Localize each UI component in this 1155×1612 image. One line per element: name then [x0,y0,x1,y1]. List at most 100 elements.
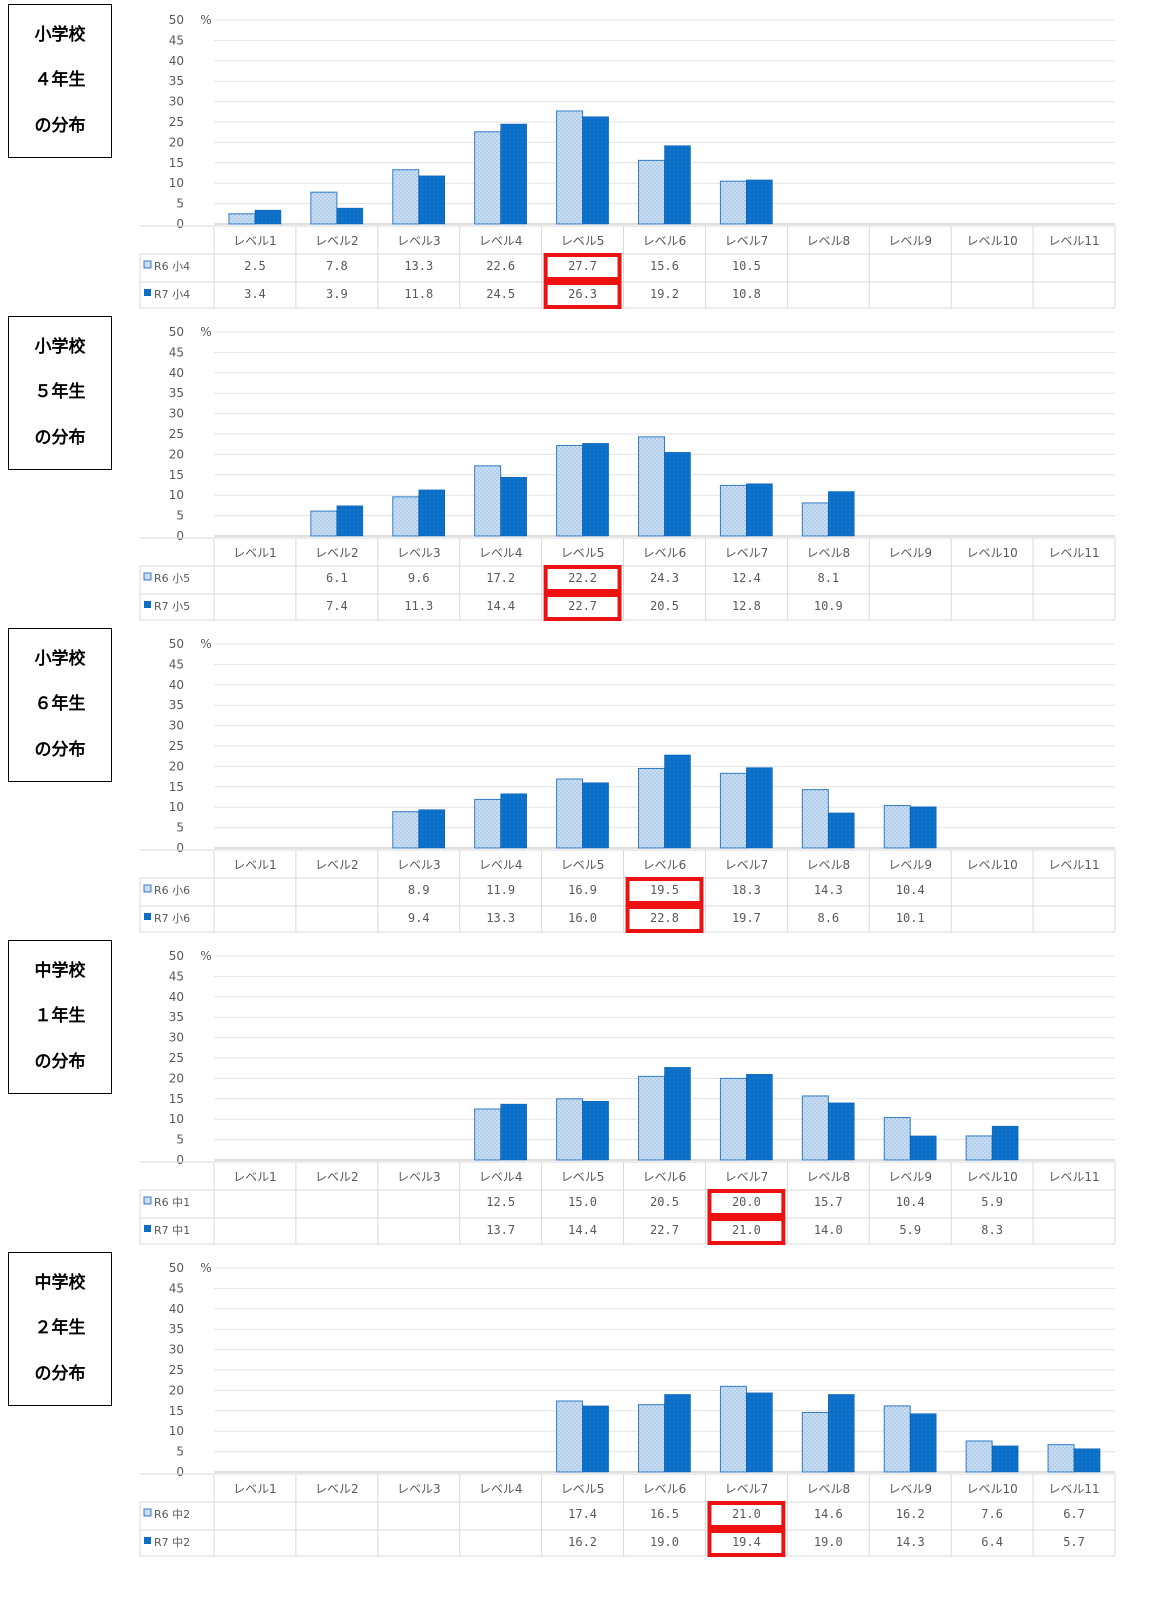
bar-r6 [474,1108,502,1161]
bar-r7 [500,1103,527,1161]
data-value-label: 19.2 [650,287,679,301]
data-value-label: 16.2 [896,1507,925,1521]
data-value-label: 14.3 [896,1535,925,1549]
category-label: レベル5 [561,234,605,248]
bar-r7 [991,1125,1019,1161]
chart-panel: 中学校 ２年生 の分布 0 5 10 15 20 25 30 35 40 45 50% レベル1 レベル2 レベ… [0,1248,1155,1560]
y-tick-label: 0 [176,1153,184,1167]
bar-r6 [392,811,420,849]
data-value-label: 8.1 [817,571,839,585]
data-value-label: 11.8 [404,287,433,301]
legend-swatch-r7 [144,1537,151,1544]
data-value-label: 13.7 [486,1223,515,1237]
y-tick-label: 45 [169,657,184,671]
y-unit-label: % [200,13,211,27]
bar-r7 [664,452,691,537]
y-tick-label: 45 [169,969,184,983]
y-tick-label: 10 [169,488,184,502]
data-value-label: 9.6 [408,571,430,585]
y-tick-label: 25 [169,115,184,129]
bar-r6 [638,159,665,225]
y-tick-label: 10 [169,176,184,190]
y-tick-label: 35 [169,1322,184,1336]
bar-r6 [474,131,502,225]
bar-chart: 0 5 10 15 20 25 30 35 40 45 50 % レベル1 レベル2 レベル3 8.9 9.4 レ… [139,637,1116,933]
y-tick-label: 10 [169,1112,184,1126]
y-tick-label: 15 [169,156,184,170]
bar-r7 [746,1392,773,1473]
data-value-label: 6.4 [981,1535,1003,1549]
category-label: レベル3 [397,1482,441,1496]
bar-r6 [719,1077,747,1161]
data-value-label: 20.5 [650,599,679,613]
data-value-label: 21.0 [732,1223,761,1237]
data-value-label: 5.9 [981,1195,1003,1209]
highlight-box [543,565,622,593]
legend-swatch-r7 [144,289,151,296]
category-label: レベル9 [888,858,932,872]
highlight-box [625,905,704,933]
y-unit-label: % [200,325,211,339]
bar-r6 [310,191,338,225]
y-tick-label: 40 [169,366,184,380]
panel-label-box: 中学校 １年生 の分布 [8,940,112,1094]
y-tick-label: 0 [176,217,184,231]
legend-swatch-r6 [143,1196,152,1205]
y-tick-label: 35 [169,698,184,712]
bar-r7 [828,491,855,537]
data-value-label: 17.2 [486,571,515,585]
bar-r7 [582,1405,609,1473]
bar-r7 [336,505,364,537]
data-value-label: 10.4 [896,1195,925,1209]
category-label: レベル8 [806,858,850,872]
category-label: レベル3 [397,858,441,872]
y-tick-label: 30 [169,95,184,109]
highlight-box [543,281,622,309]
category-label: レベル8 [806,234,850,248]
highlight-box [707,1189,786,1217]
legend-label: R6 中2 [154,1508,190,1521]
y-tick-label: 50 [169,949,184,963]
y-tick-label: 45 [169,345,184,359]
bar-r7 [664,754,691,849]
bar-r6 [965,1440,993,1473]
bar-r7 [909,806,937,849]
data-value-label: 6.1 [326,571,348,585]
category-label: レベル3 [397,546,441,560]
bar-r6 [392,169,420,225]
bar-r6 [801,789,829,849]
highlight-box [707,1501,786,1529]
category-label: レベル6 [643,1482,687,1496]
panel-label-box: 小学校 ６年生 の分布 [8,628,112,782]
bar-r7 [500,793,527,849]
data-value-label: 20.5 [650,1195,679,1209]
chart-panel: 小学校 ６年生 の分布 0 5 10 15 20 25 30 35 40 45 50% レベル1 レベル2 レベ… [0,624,1155,936]
data-value-label: 6.7 [1063,1507,1085,1521]
bar-r6 [883,1117,911,1161]
y-tick-label: 25 [169,1051,184,1065]
panel-label-line: の分布 [34,427,86,448]
y-tick-label: 10 [169,1424,184,1438]
data-value-label: 24.5 [486,287,515,301]
panel-label-line: ６年生 [34,694,86,715]
legend-swatch-r7 [144,1225,151,1232]
category-label: レベル2 [315,546,359,560]
bar-r7 [746,767,773,849]
legend-label: R6 小4 [154,260,190,273]
data-value-label: 9.4 [408,911,430,925]
legend-label: R7 中2 [154,1536,190,1549]
bar-r7 [664,1394,691,1473]
data-value-label: 12.8 [732,599,761,613]
bar-r7 [828,1102,855,1161]
category-label: レベル1 [233,1482,277,1496]
category-label: レベル9 [888,546,932,560]
panel-label-line: 中学校 [34,961,86,982]
category-label: レベル10 [966,858,1017,872]
bar-r7 [582,443,609,537]
y-tick-label: 25 [169,739,184,753]
y-tick-label: 0 [176,1465,184,1479]
category-label: レベル4 [479,858,523,872]
data-value-label: 13.3 [404,259,433,273]
bar-r7 [746,1074,773,1161]
category-label: レベル1 [233,546,277,560]
